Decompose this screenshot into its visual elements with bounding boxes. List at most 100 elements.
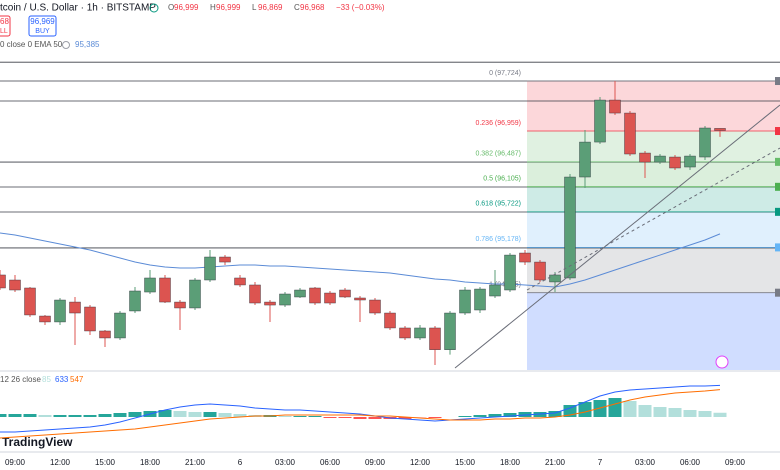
macd-histogram-bar (458, 416, 472, 417)
macd-hist-value: 85 (42, 375, 51, 384)
candle-body (0, 274, 6, 289)
candle-body (594, 99, 606, 143)
candle-body (474, 288, 486, 311)
candle-body (399, 327, 411, 339)
buy-label[interactable]: BUY (35, 28, 50, 35)
sell-price[interactable]: 68 (0, 17, 9, 26)
buy-button[interactable] (28, 15, 57, 37)
price-marker (775, 182, 780, 191)
x-tick-label: 03:00 (635, 458, 656, 467)
buy-price[interactable]: 96,969 (30, 17, 55, 26)
macd-histogram-bar (608, 398, 622, 417)
x-tick-label: 7 (598, 458, 603, 467)
candle-body (549, 274, 561, 283)
sell-button[interactable] (0, 15, 11, 37)
macd-histogram-bar (53, 415, 67, 417)
fib-zone (527, 81, 780, 132)
fib-label: 0.5 (96,105) (483, 176, 521, 183)
macd-histogram-bar (218, 413, 232, 417)
ema-settings-icon[interactable] (62, 41, 70, 49)
sell-label[interactable]: LL (0, 28, 8, 35)
macd-legend: 12 26 close (0, 375, 41, 384)
candle-body (504, 254, 516, 291)
candle-body (159, 277, 171, 303)
macd-histogram-bar (713, 412, 727, 417)
fib-label: 0 (97,724) (489, 70, 521, 77)
candle-body (609, 99, 621, 114)
macd-histogram-bar (503, 413, 517, 417)
macd-histogram-bar (398, 417, 412, 419)
x-tick-label: 09:00 (365, 458, 386, 467)
candle-body (444, 312, 456, 350)
candle-body (519, 252, 531, 263)
macd-histogram-bar (308, 416, 322, 417)
ohlc-key: O (168, 3, 174, 12)
macd-histogram-bar (158, 410, 172, 417)
macd-histogram-bar (293, 416, 307, 417)
macd-histogram-bar (128, 412, 142, 417)
ema-value: 95,385 (75, 40, 100, 49)
ohlc-key: L (252, 3, 257, 12)
candle-body (684, 155, 696, 168)
candle-body (9, 279, 21, 291)
ohlc-key: H (210, 3, 216, 12)
x-tick-label: 06:00 (680, 458, 701, 467)
macd-histogram-bar (323, 417, 337, 418)
macd-histogram-bar (698, 411, 712, 417)
ohlc-value: 96,869 (258, 3, 283, 12)
candle-body (249, 284, 261, 304)
x-tick-label: 12:00 (50, 458, 71, 467)
x-tick-label: 21:00 (185, 458, 206, 467)
symbol-title: tcoin / U.S. Dollar · 1h · BITSTAMP (0, 3, 156, 14)
x-tick-label: 03:00 (275, 458, 296, 467)
ohlc-value: 96,968 (300, 3, 325, 12)
macd-histogram-bar (98, 414, 112, 417)
ohlc-change: −33 (−0.03%) (336, 3, 385, 12)
macd-histogram-bar (38, 415, 52, 417)
candle-body (24, 287, 36, 316)
event-icon[interactable] (715, 355, 729, 369)
macd-histogram-bar (653, 407, 667, 417)
candle-body (309, 287, 321, 304)
x-tick-label: 18:00 (500, 458, 521, 467)
candle-body (654, 155, 666, 163)
macd-histogram-bar (203, 412, 217, 417)
macd-histogram-bar (8, 414, 22, 417)
ohlc-value: 96,999 (216, 3, 241, 12)
candle-body (114, 312, 126, 339)
candle-body (414, 327, 426, 339)
candle-body (324, 292, 336, 304)
fib-label: 0.786 (95,178) (475, 236, 521, 243)
fib-label: 0.236 (96,959) (475, 120, 521, 127)
macd-histogram-bar (188, 412, 202, 417)
candle-body (339, 289, 351, 298)
x-tick-label: 09:00 (725, 458, 746, 467)
candle-body (204, 256, 216, 281)
fib-label: 0.382 (96,487) (475, 151, 521, 158)
price-marker (775, 127, 780, 136)
candle-body (429, 327, 441, 350)
macd-histogram-bar (683, 410, 697, 417)
candle-body (369, 299, 381, 314)
candle-body (579, 141, 591, 178)
price-marker (775, 243, 780, 252)
candle-body (699, 127, 711, 158)
macd-histogram-bar (173, 411, 187, 417)
candle-body (84, 306, 96, 332)
fib-label: 0.618 (95,722) (475, 201, 521, 208)
fib-zone (527, 131, 780, 162)
macd-histogram-bar (338, 417, 352, 418)
trend-line-dashed (526, 147, 780, 291)
x-tick-label: 18:00 (140, 458, 161, 467)
trend-line (454, 104, 780, 369)
macd-value: 633 (55, 375, 69, 384)
macd-histogram-bar (83, 415, 97, 417)
x-tick-label: 6 (238, 458, 243, 467)
macd-histogram-bar (668, 408, 682, 417)
candle-body (234, 277, 246, 286)
macd-histogram-bar (113, 413, 127, 417)
ohlc-key: C (294, 3, 300, 12)
candle-body (714, 128, 726, 131)
